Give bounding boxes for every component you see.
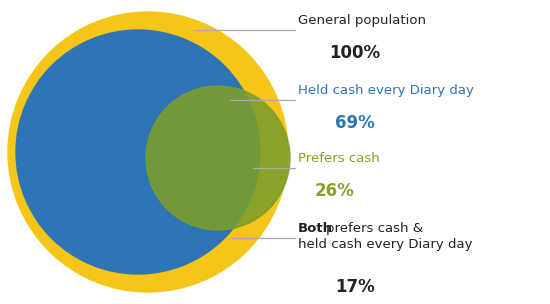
Text: 69%: 69% xyxy=(335,114,375,132)
Circle shape xyxy=(146,86,290,230)
Circle shape xyxy=(8,12,288,292)
Text: prefers cash &: prefers cash & xyxy=(326,222,423,235)
Text: General population: General population xyxy=(298,14,426,27)
Text: held cash every Diary day: held cash every Diary day xyxy=(298,238,472,251)
Text: Prefers cash: Prefers cash xyxy=(298,152,380,165)
Text: 26%: 26% xyxy=(315,182,355,200)
Text: Held cash every Diary day: Held cash every Diary day xyxy=(298,84,474,97)
Text: Both: Both xyxy=(298,222,333,235)
Text: 17%: 17% xyxy=(335,278,375,296)
Text: 100%: 100% xyxy=(329,44,381,62)
Circle shape xyxy=(16,30,260,274)
